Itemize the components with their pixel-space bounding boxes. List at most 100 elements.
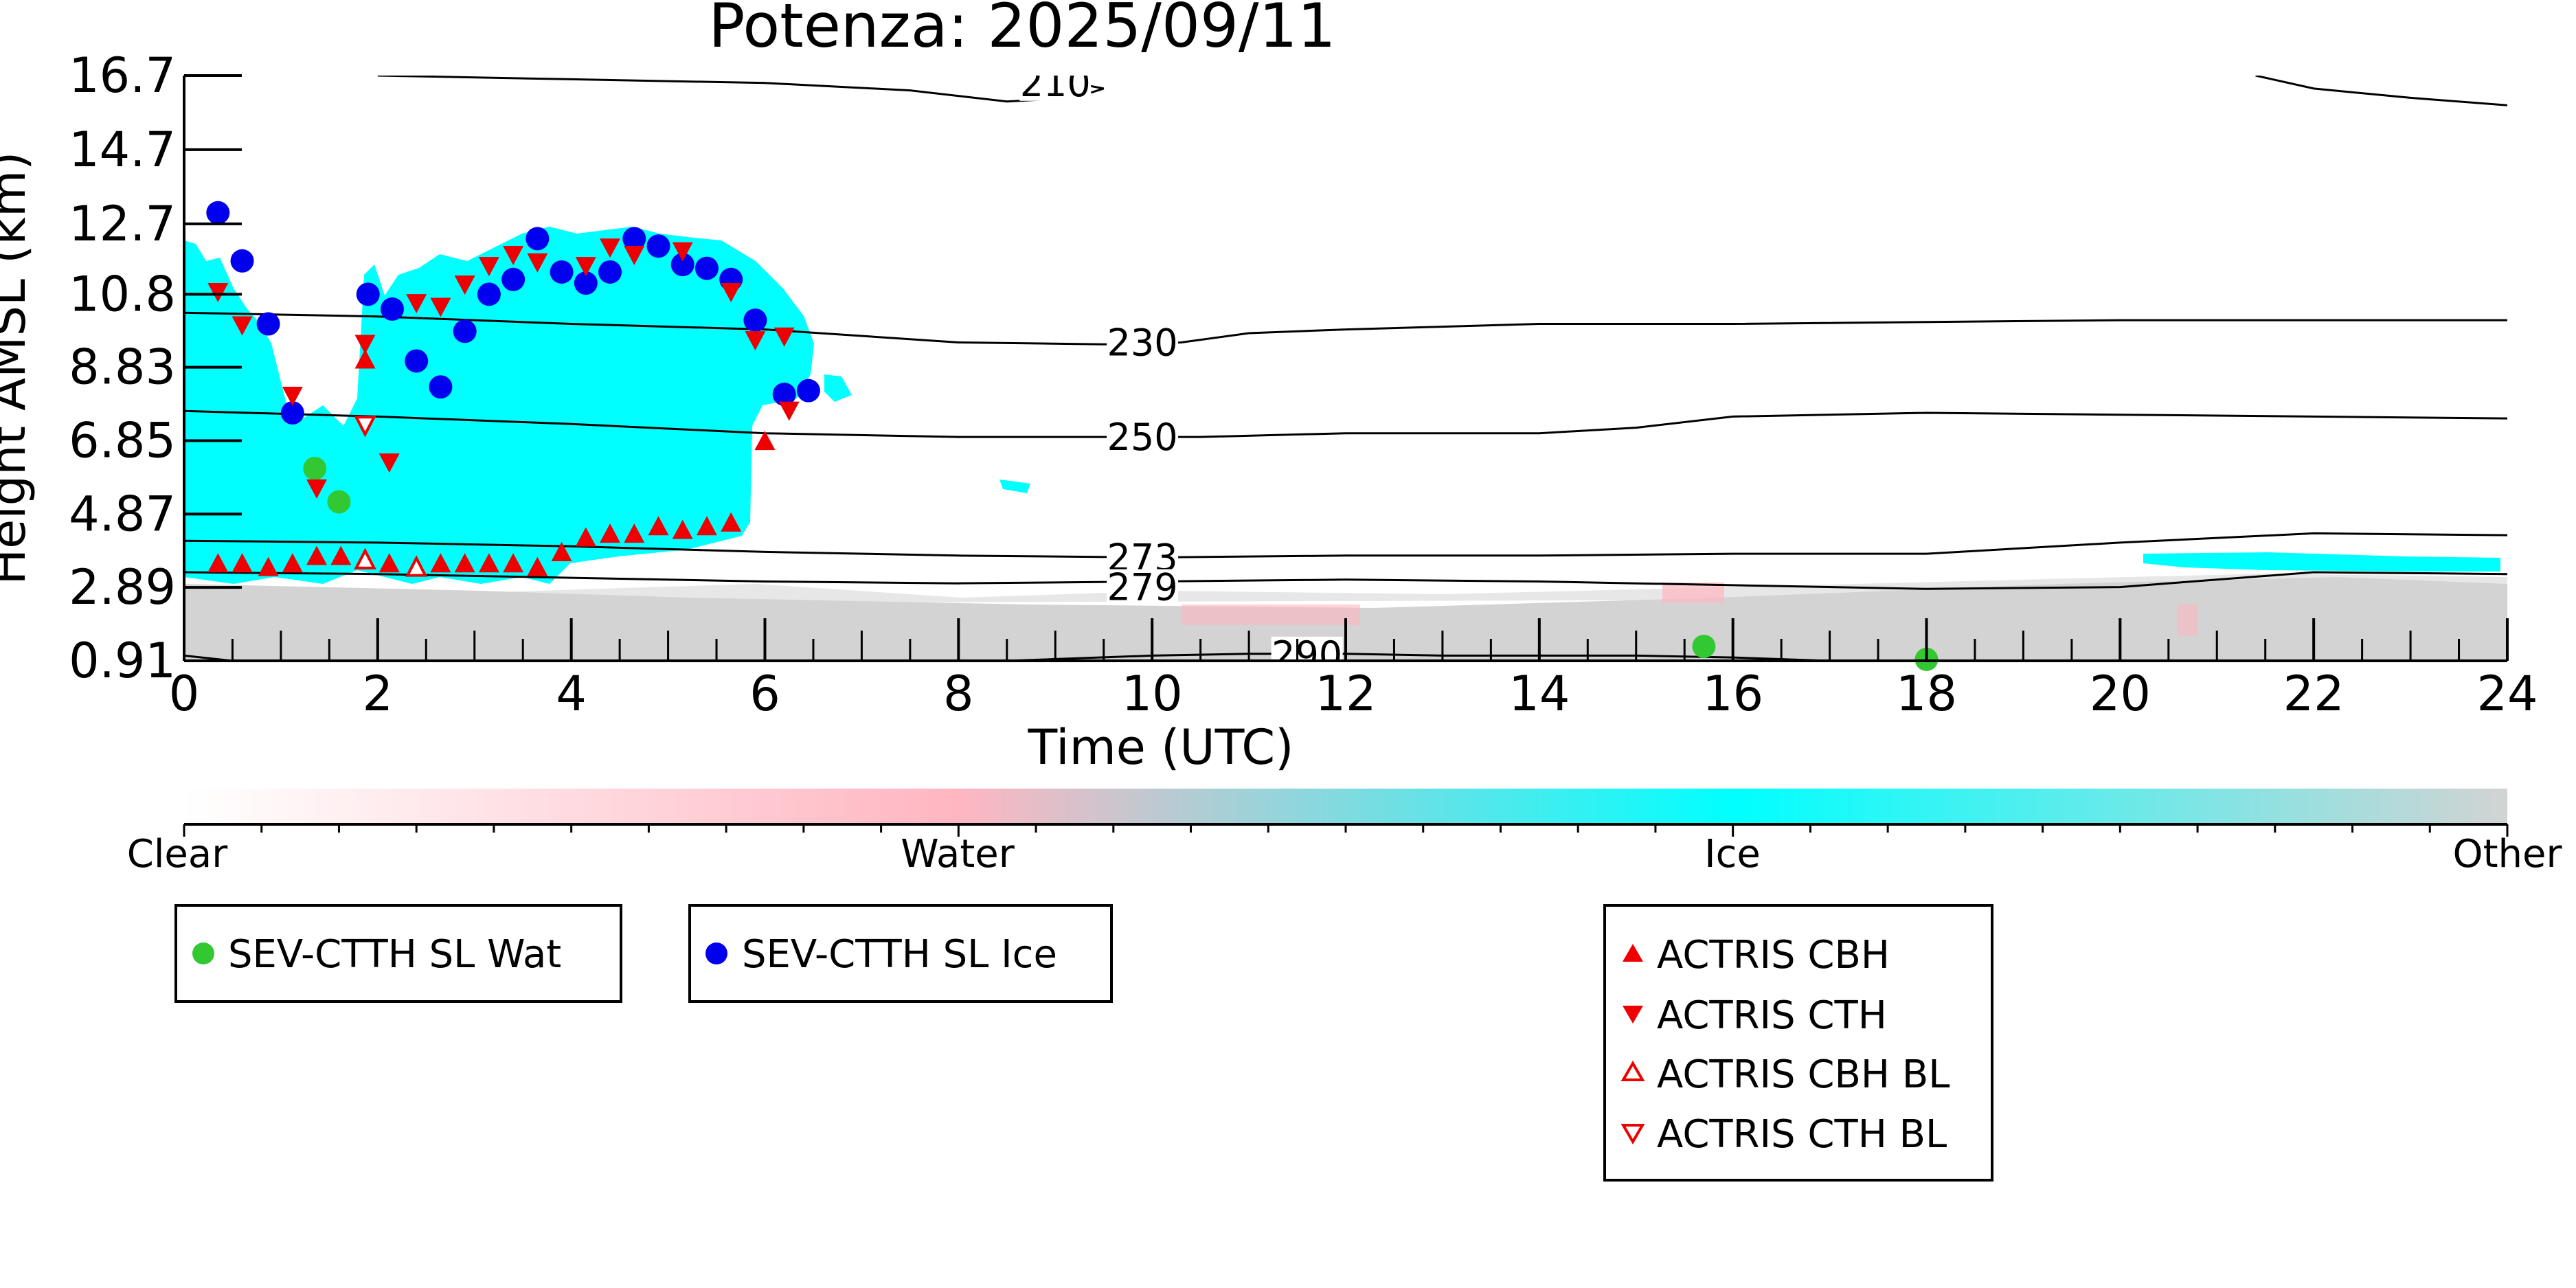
contour-label: 250 xyxy=(1107,416,1178,459)
legend-marker-sev-wat xyxy=(192,942,214,964)
marker-sev-ctth-sl-ice xyxy=(772,383,796,407)
marker-sev-ctth-sl-wat xyxy=(303,456,327,480)
contour-line-210 xyxy=(377,76,1105,103)
marker-actris-cth xyxy=(624,245,645,265)
marker-actris-cbh xyxy=(258,556,279,576)
marker-sev-ctth-sl-ice xyxy=(550,260,574,284)
contour-line-273 xyxy=(184,532,2507,559)
x-tick-label: 0 xyxy=(169,666,200,722)
marker-sev-ctth-sl-ice xyxy=(230,249,254,273)
marker-actris-cbh xyxy=(306,545,328,565)
water-class-patch xyxy=(1662,583,1724,603)
x-tick-label: 20 xyxy=(2090,666,2151,722)
marker-actris-cbh xyxy=(354,349,376,369)
cloud-classification-field xyxy=(184,227,2507,661)
legend-box xyxy=(174,904,622,1003)
legend-actris: ACTRIS CBH ACTRIS CTH ACTRIS CBH BL ACTR… xyxy=(1603,904,1993,1182)
marker-actris-cth xyxy=(745,331,766,351)
legend-marker-actris-cth-bl xyxy=(1620,1124,1645,1144)
x-tick-label: 4 xyxy=(556,666,587,722)
contour-label-bg xyxy=(1019,76,1092,101)
x-tick-label: 12 xyxy=(1315,666,1376,722)
colorbar-label-clear: Clear xyxy=(127,832,228,877)
legend-label-sev-ice: SEV-CTTH SL Ice xyxy=(742,932,1057,977)
y-tick-label: 16.7 xyxy=(69,47,176,104)
marker-actris-cbh-bl xyxy=(405,555,428,577)
marker-actris-cbh xyxy=(624,523,645,543)
marker-sev-ctth-sl-ice xyxy=(405,349,429,373)
contour-label: 230 xyxy=(1107,321,1178,364)
marker-sev-ctth-sl-ice xyxy=(694,256,719,280)
legend-marker-sev-ice xyxy=(705,942,727,964)
y-tick-label: 14.7 xyxy=(69,122,176,178)
legend-label-actris-cth: ACTRIS CTH xyxy=(1657,993,1887,1038)
x-tick-label: 22 xyxy=(2283,666,2345,722)
x-tick-label: 6 xyxy=(749,666,780,722)
marker-actris-cbh xyxy=(282,553,303,573)
legend-sev-ice: SEV-CTTH SL Ice xyxy=(688,904,1113,1003)
legend-label-actris-cth-bl: ACTRIS CTH BL xyxy=(1657,1112,1947,1157)
marker-actris-cbh xyxy=(527,556,548,576)
ice-class-patch xyxy=(2143,552,2500,572)
legend-sev-wat: SEV-CTTH SL Wat xyxy=(174,904,622,1003)
contour-line-279 xyxy=(184,571,2507,590)
marker-actris-cbh xyxy=(478,553,499,573)
marker-actris-cth xyxy=(354,335,376,354)
marker-actris-cth xyxy=(721,282,742,302)
cloud-height-markers xyxy=(206,201,1939,671)
marker-actris-cbh xyxy=(503,553,524,573)
marker-actris-cth xyxy=(527,253,548,273)
contour-label-bg xyxy=(1271,636,1343,661)
contour-label-bg xyxy=(1107,419,1179,455)
marker-actris-cbh xyxy=(551,542,572,562)
x-tick-label: 18 xyxy=(1896,666,1957,722)
marker-sev-ctth-sl-ice xyxy=(574,271,598,295)
marker-sev-ctth-sl-ice xyxy=(453,319,477,343)
marker-sev-ctth-sl-ice xyxy=(598,260,622,284)
contour-label: 210 xyxy=(1020,62,1091,105)
marker-actris-cbh xyxy=(721,512,742,532)
marker-sev-ctth-sl-ice xyxy=(206,201,230,225)
x-axis-label: Time (UTC) xyxy=(1028,719,1294,776)
marker-sev-ctth-sl-ice xyxy=(646,234,670,258)
marker-actris-cth xyxy=(306,479,328,499)
marker-actris-cth xyxy=(773,327,795,347)
marker-actris-cth xyxy=(231,316,253,336)
marker-actris-cbh xyxy=(648,516,669,536)
marker-actris-cth xyxy=(672,242,693,262)
colorbar-label-water: Water xyxy=(901,832,1015,877)
marker-sev-ctth-sl-ice xyxy=(796,379,820,403)
other-class-speckle xyxy=(184,574,2507,605)
legend-box xyxy=(1603,904,1993,1182)
y-tick-label: 10.8 xyxy=(69,266,176,322)
x-tick-label: 16 xyxy=(1702,666,1763,722)
y-tick-label: 2.89 xyxy=(69,559,176,615)
marker-actris-cth xyxy=(379,453,400,473)
y-tick-label: 12.7 xyxy=(69,196,176,252)
chart-title: Potenza: 2025/09/11 xyxy=(708,0,1335,61)
x-tick-label: 10 xyxy=(1122,666,1183,722)
y-tick-label: 6.85 xyxy=(69,412,176,468)
marker-actris-cth xyxy=(503,245,524,265)
marker-actris-cth xyxy=(454,275,475,295)
marker-actris-cth xyxy=(575,257,596,277)
contour-line-250 xyxy=(184,409,2507,438)
y-axis-label: Height AMSL (km) xyxy=(0,152,36,585)
marker-actris-cth xyxy=(207,282,229,302)
x-tick-label: 2 xyxy=(363,666,394,722)
marker-sev-ctth-sl-ice xyxy=(622,227,646,251)
marker-actris-cth xyxy=(778,401,800,421)
water-class-patch xyxy=(2178,605,2198,635)
marker-sev-ctth-sl-ice xyxy=(429,375,453,399)
marker-actris-cbh xyxy=(379,553,400,573)
y-tick-label: 0.91 xyxy=(69,633,176,689)
marker-sev-ctth-sl-ice xyxy=(501,267,526,291)
marker-sev-ctth-sl-ice xyxy=(380,297,404,321)
legend-marker-actris-cbh xyxy=(1623,944,1643,962)
marker-actris-cbh xyxy=(231,553,253,573)
marker-actris-cbh xyxy=(330,545,352,565)
marker-sev-ctth-sl-ice xyxy=(356,282,380,306)
marker-sev-ctth-sl-wat xyxy=(327,490,351,514)
marker-sev-ctth-sl-ice xyxy=(477,282,501,306)
